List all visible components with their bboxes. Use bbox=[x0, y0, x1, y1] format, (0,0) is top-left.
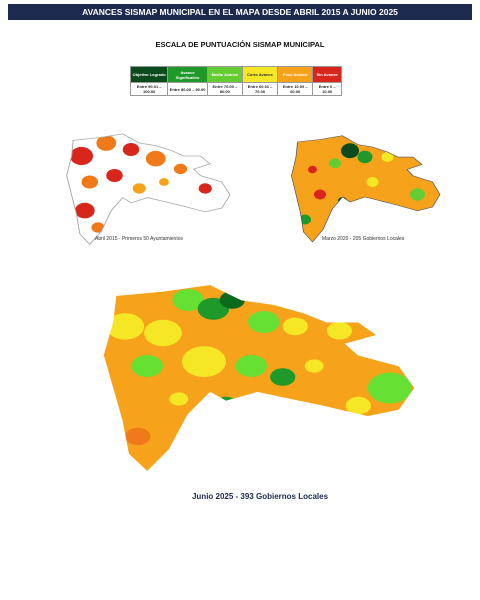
scale-range: Entre 70.00 – 80.00 bbox=[206, 82, 243, 96]
scale-label: Medio Avance bbox=[206, 66, 243, 83]
scale-range: Entre 0 – 10.00 bbox=[312, 82, 342, 96]
map-2015 bbox=[65, 133, 231, 246]
map-caption: Marzo 2020 - 205 Gobiernos Locales bbox=[322, 236, 405, 242]
scale-title: ESCALA DE PUNTUACIÓN SISMAP MUNICIPAL bbox=[155, 40, 325, 49]
map-caption: Junio 2025 - 393 Gobiernos Locales bbox=[191, 492, 329, 501]
scale-range: Entre 90.01 – 100.00 bbox=[129, 82, 169, 96]
scale-table: Objetivo Logrado Avance Significativo Me… bbox=[129, 66, 342, 96]
scale-range: Entre 80.00 – 90.00 bbox=[167, 82, 208, 96]
header-title: AVANCES SISMAP MUNICIPAL EN EL MAPA DESD… bbox=[8, 4, 472, 20]
scale-range: Entre 10.00 – 60.00 bbox=[277, 82, 314, 96]
map-caption: Abril 2015 - Primeros 50 Ayuntamientos bbox=[95, 236, 184, 242]
map-2025 bbox=[101, 283, 417, 474]
scale-label: Poco Avance bbox=[277, 66, 314, 83]
map-2020 bbox=[290, 135, 441, 243]
